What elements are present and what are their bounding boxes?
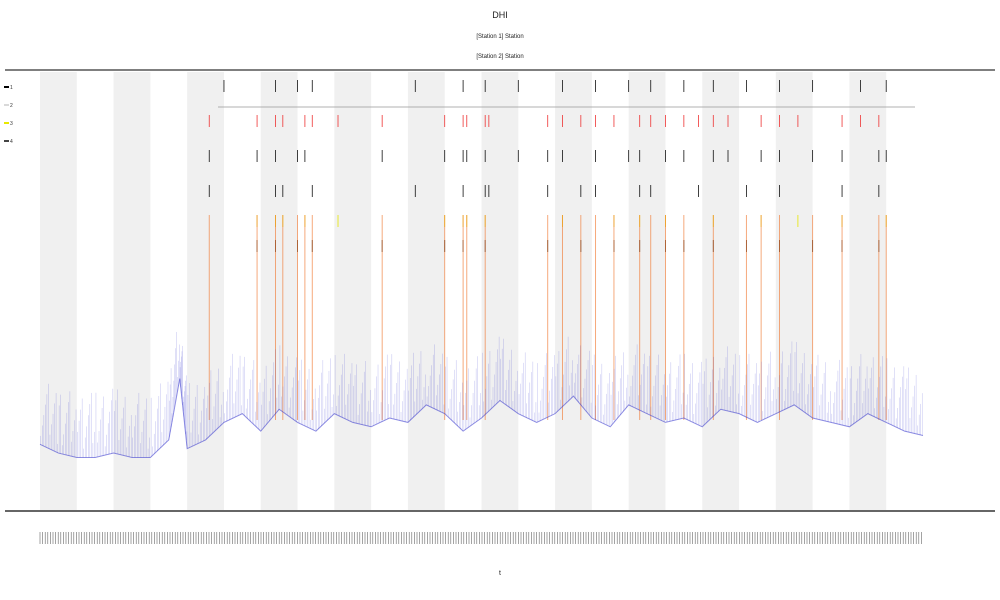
shaded-band (260, 72, 298, 510)
shaded-band (334, 72, 372, 510)
shaded-band (40, 72, 77, 510)
shaded-band (775, 72, 813, 510)
legend-label: 4 (10, 139, 13, 145)
legend-label: 1 (10, 85, 13, 91)
event-markers (208, 80, 887, 420)
x-axis-label: t (499, 570, 501, 577)
shaded-band (849, 72, 887, 510)
legend-label: 3 (10, 121, 13, 127)
shaded-band (628, 72, 666, 510)
legend-label: 2 (10, 103, 13, 109)
shaded-band (481, 72, 519, 510)
chart-subtitle-2: [Station 2] Station (476, 54, 523, 60)
axes (5, 69, 995, 512)
titles: DHI [Station 1] Station [Station 2] Stat… (476, 10, 523, 577)
data-trace (39, 331, 924, 458)
shaded-band (187, 72, 224, 510)
shaded-bands (40, 72, 887, 510)
chart-subtitle-1: [Station 1] Station (476, 34, 523, 40)
shaded-band (555, 72, 592, 510)
shaded-band (702, 72, 740, 510)
shaded-band (113, 72, 151, 510)
chart-title: DHI (492, 10, 508, 20)
legend: 1 2 3 4 (4, 85, 13, 145)
shaded-band (407, 72, 445, 510)
x-tick-marks (39, 532, 922, 544)
data-line (39, 378, 924, 458)
